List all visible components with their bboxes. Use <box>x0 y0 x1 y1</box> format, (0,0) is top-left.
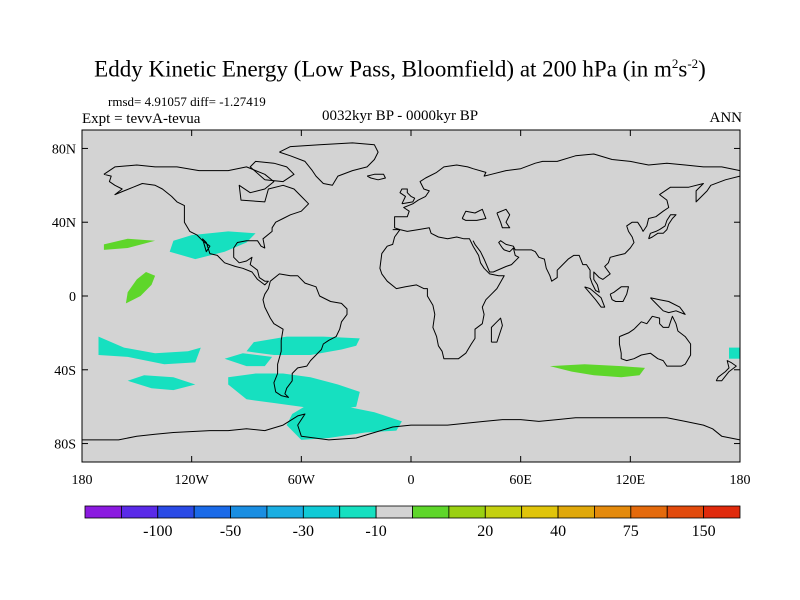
black-sea-coast <box>461 208 487 221</box>
map-title: Eddy Kinetic Energy (Low Pass, Bloomfiel… <box>94 56 706 82</box>
lon-tick-label: 180 <box>730 473 751 488</box>
eurasia-africa-coast <box>379 153 741 360</box>
lon-tick-label: 180 <box>72 473 93 488</box>
colorbar-swatch <box>266 505 304 519</box>
period-label: 0032kyr BP - 0000kyr BP <box>321 108 479 124</box>
colorbar-label: -30 <box>293 523 314 540</box>
colorbar-swatch <box>521 505 559 519</box>
new-guinea-coast <box>650 297 686 315</box>
green-anomaly-pacific-center <box>125 272 156 304</box>
lon-tick-label: 60W <box>288 473 316 488</box>
green-anomaly-east-asia <box>549 364 645 378</box>
map-background <box>82 130 740 462</box>
lon-tick-label: 0 <box>408 473 415 488</box>
season-label: ANN <box>709 110 743 126</box>
cyan-anomaly-south-pacific <box>169 231 256 260</box>
colorbar-swatch <box>84 505 122 519</box>
colorbar-swatch <box>302 505 341 519</box>
colorbar-label: 75 <box>623 523 639 540</box>
colorbar-label: -10 <box>365 523 386 540</box>
lat-tick-label: 0 <box>69 290 76 305</box>
cyan-anomaly-atlantic-tip <box>224 353 273 367</box>
lat-tick-label: 80S <box>54 438 76 453</box>
colorbar-label: 20 <box>477 523 493 540</box>
madagascar-coast <box>490 317 503 343</box>
antarctica-coast <box>82 413 741 441</box>
lon-tick-label: 120W <box>175 473 210 488</box>
iceland-coast <box>366 173 386 181</box>
sumatra-coast <box>584 286 606 308</box>
greenland-coast <box>279 142 379 186</box>
colorbar-label: 40 <box>550 523 566 540</box>
baffin-coast <box>249 160 295 183</box>
colorbar-label: -50 <box>220 523 241 540</box>
colorbar-swatch <box>630 505 668 519</box>
borneo-coast <box>609 286 629 302</box>
lon-tick-label: 120E <box>616 473 646 488</box>
lat-tick-label: 40S <box>54 364 76 379</box>
colorbar-swatch <box>412 505 450 519</box>
cyan-anomaly-north-pacific-west <box>98 336 201 365</box>
caspian-coast <box>496 208 511 229</box>
lon-tick-label: 60E <box>509 473 532 488</box>
experiment-label: Expt = tevvA-tevua <box>82 111 201 127</box>
new-zealand-coast <box>715 360 737 382</box>
lat-tick-label: 80N <box>52 142 76 157</box>
colorbar-swatch <box>230 505 268 519</box>
colorbar-swatch <box>193 505 231 519</box>
colorbar-swatch <box>448 505 486 519</box>
australia-coast <box>618 315 692 367</box>
north-america-coast <box>103 164 310 286</box>
colorbar-swatch <box>157 505 195 519</box>
colorbar-label: 150 <box>692 523 716 540</box>
south-america-coast <box>262 273 348 398</box>
colorbar-swatch <box>339 505 377 519</box>
colorbar-swatch <box>375 505 413 519</box>
colorbar-swatch <box>484 505 523 519</box>
britain-coast <box>399 188 416 205</box>
colorbar-swatch <box>703 505 741 519</box>
cyan-anomaly-atlantic-south <box>246 336 360 355</box>
japan-coast <box>648 214 677 240</box>
asia-pacific-coast <box>472 175 741 293</box>
colorbar-swatch <box>594 505 632 519</box>
cyan-anomaly-north-pacific-east <box>127 375 196 391</box>
colorbar-swatch <box>557 505 595 519</box>
colorbar-swatch <box>666 505 705 519</box>
lat-tick-label: 40N <box>52 216 76 231</box>
rmsd-diff-label: rmsd= 4.91057 diff= -1.27419 <box>108 94 266 109</box>
green-anomaly-pacific-south <box>103 238 156 250</box>
colorbar-label: -100 <box>143 523 172 540</box>
colorbar-swatch <box>120 505 159 519</box>
cyan-anomaly-north-atlantic-mid <box>228 373 360 411</box>
cyan-anomaly-date-line <box>729 347 740 359</box>
cyan-anomaly-north-atlantic-east <box>286 399 402 440</box>
